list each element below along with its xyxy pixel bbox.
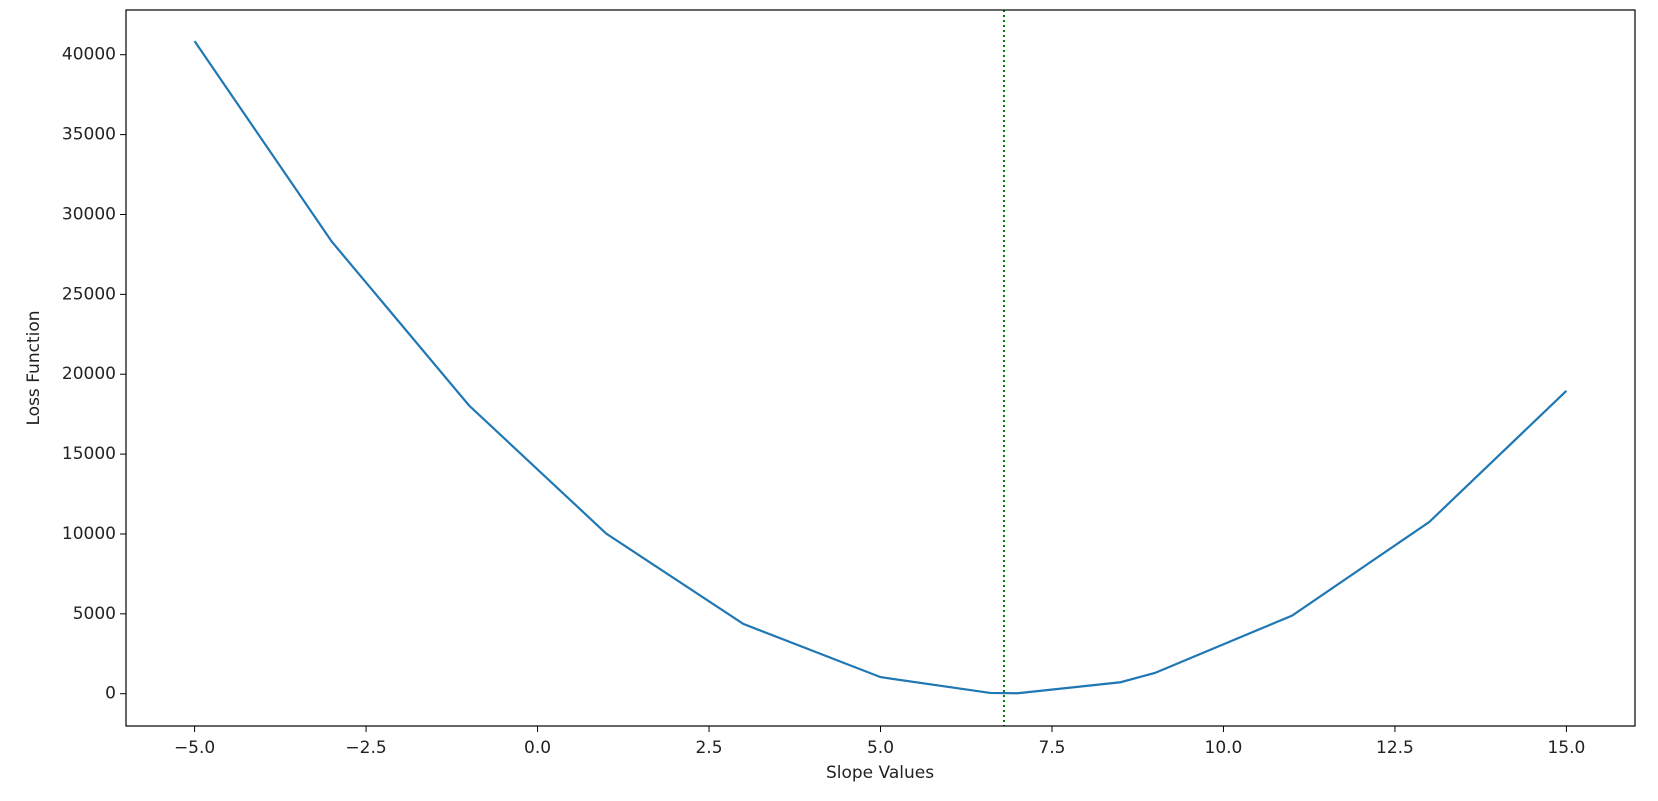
x-tick-label: 12.5: [1376, 738, 1414, 758]
y-tick-label: 30000: [62, 204, 116, 224]
x-tick-label: 10.0: [1205, 738, 1243, 758]
y-tick-label: 25000: [62, 284, 116, 304]
y-axis-label: Loss Function: [24, 311, 44, 426]
y-tick-label: 35000: [62, 125, 116, 145]
x-tick-label: −2.5: [345, 738, 386, 758]
y-tick-label: 20000: [62, 364, 116, 384]
x-tick-label: −5.0: [174, 738, 215, 758]
y-tick-label: 40000: [62, 45, 116, 65]
x-tick-label: 15.0: [1547, 738, 1585, 758]
x-tick-label: 5.0: [867, 738, 894, 758]
x-tick-label: 0.0: [524, 738, 551, 758]
x-axis-label: Slope Values: [826, 763, 934, 783]
plot-frame: [125, 9, 1636, 727]
y-tick-label: 15000: [62, 444, 116, 464]
x-tick-label: 7.5: [1038, 738, 1065, 758]
y-tick-label: 0: [105, 684, 116, 704]
x-tick-label: 2.5: [695, 738, 722, 758]
y-tick-label: 5000: [73, 604, 116, 624]
loss-line: [193, 40, 1568, 695]
y-tick-label: 10000: [62, 524, 116, 544]
